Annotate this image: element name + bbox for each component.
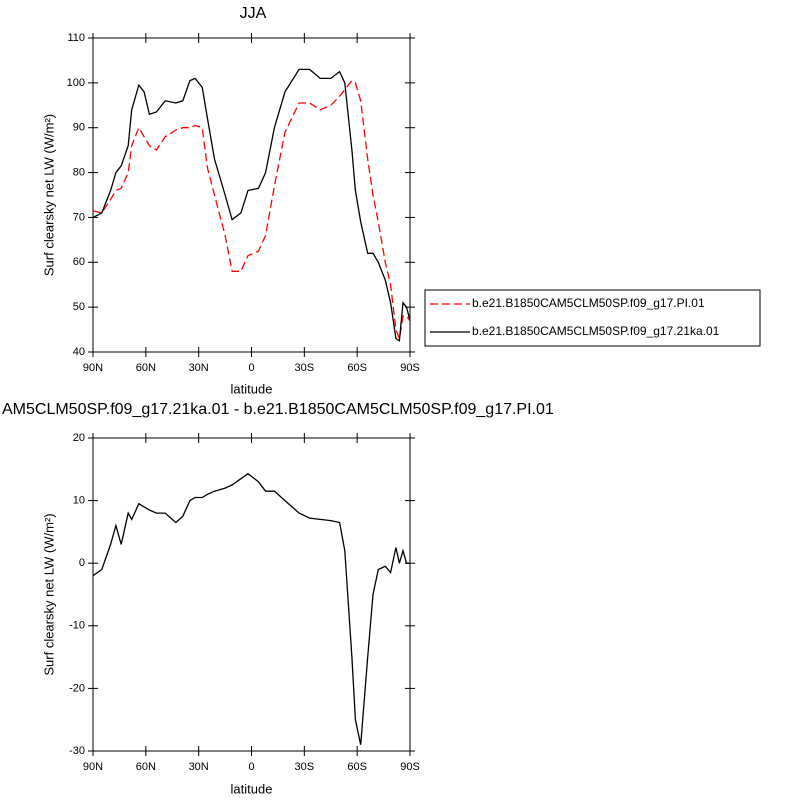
y-tick-label: 90 — [73, 122, 85, 134]
y-tick-label: 0 — [79, 557, 85, 569]
plot-frame — [92, 437, 411, 752]
y-tick-label: -30 — [69, 745, 85, 757]
y-tick-label: 70 — [73, 211, 85, 223]
y-tick-label: 20 — [73, 432, 85, 444]
y-tick-label: 100 — [67, 77, 85, 89]
data-line — [92, 68, 411, 342]
x-tick-label: 30N — [189, 362, 209, 374]
data-line — [92, 472, 410, 745]
x-tick-label: 60N — [136, 362, 156, 374]
x-tick-label: 60S — [347, 761, 367, 773]
y-tick-label: 110 — [67, 32, 85, 44]
chart-title: AM5CLM50SP.f09_g17.21ka.01 - b.e21.B1850… — [2, 401, 554, 418]
legend-label: b.e21.B1850CAM5CLM50SP.f09_g17.PI.01 — [472, 296, 705, 310]
y-tick-label: 80 — [73, 166, 85, 178]
y-tick-label: 60 — [73, 256, 85, 268]
x-tick-label: 90N — [83, 761, 103, 773]
plot-frame — [92, 37, 411, 353]
x-tick-label: 60S — [347, 362, 367, 374]
x-tick-label: 90S — [400, 761, 420, 773]
data-line — [92, 79, 411, 341]
x-tick-label: 90N — [83, 362, 103, 374]
y-axis-label: Surf clearsky net LW (W/m²) — [41, 513, 56, 675]
x-axis-label: latitude — [231, 381, 273, 396]
x-tick-label: 60N — [136, 761, 156, 773]
y-axis-label: Surf clearsky net LW (W/m²) — [41, 114, 56, 276]
y-tick-label: -20 — [69, 682, 85, 694]
x-tick-label: 30S — [295, 761, 315, 773]
y-tick-label: -10 — [69, 620, 85, 632]
legend-label: b.e21.B1850CAM5CLM50SP.f09_g17.21ka.01 — [472, 324, 720, 338]
x-tick-label: 0 — [248, 362, 254, 374]
y-tick-label: 10 — [73, 495, 85, 507]
legend-box — [424, 289, 761, 347]
x-tick-label: 30N — [189, 761, 209, 773]
x-tick-label: 0 — [248, 761, 254, 773]
x-tick-label: 90S — [400, 362, 420, 374]
y-tick-label: 50 — [73, 301, 85, 313]
x-axis-label: latitude — [231, 781, 273, 796]
chart-title: JJA — [240, 5, 267, 22]
x-tick-label: 30S — [295, 362, 315, 374]
y-tick-label: 40 — [73, 346, 85, 358]
